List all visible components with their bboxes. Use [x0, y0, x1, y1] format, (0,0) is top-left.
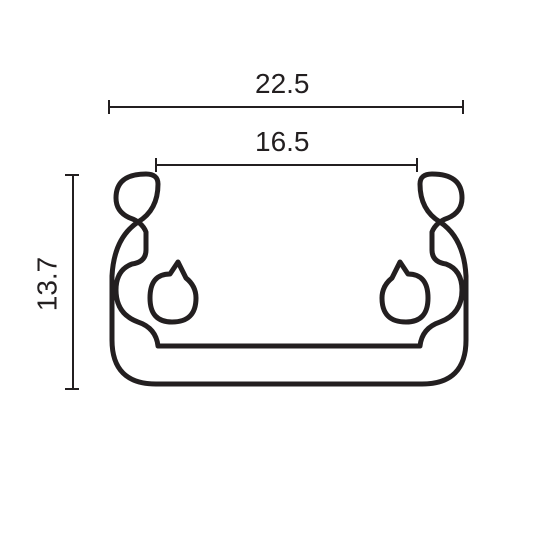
inner-width-dim-line [155, 164, 418, 166]
outer-width-tick-left [108, 100, 110, 114]
rim-profile-shape [104, 170, 474, 400]
inner-width-label: 16.5 [255, 126, 310, 158]
outer-width-label: 22.5 [255, 68, 310, 100]
outer-width-tick-right [462, 100, 464, 114]
height-tick-bottom [65, 388, 79, 390]
outer-width-dim-line [108, 106, 464, 108]
height-label: 13.7 [31, 257, 63, 312]
height-dim-line [72, 174, 74, 390]
height-tick-top [65, 174, 79, 176]
